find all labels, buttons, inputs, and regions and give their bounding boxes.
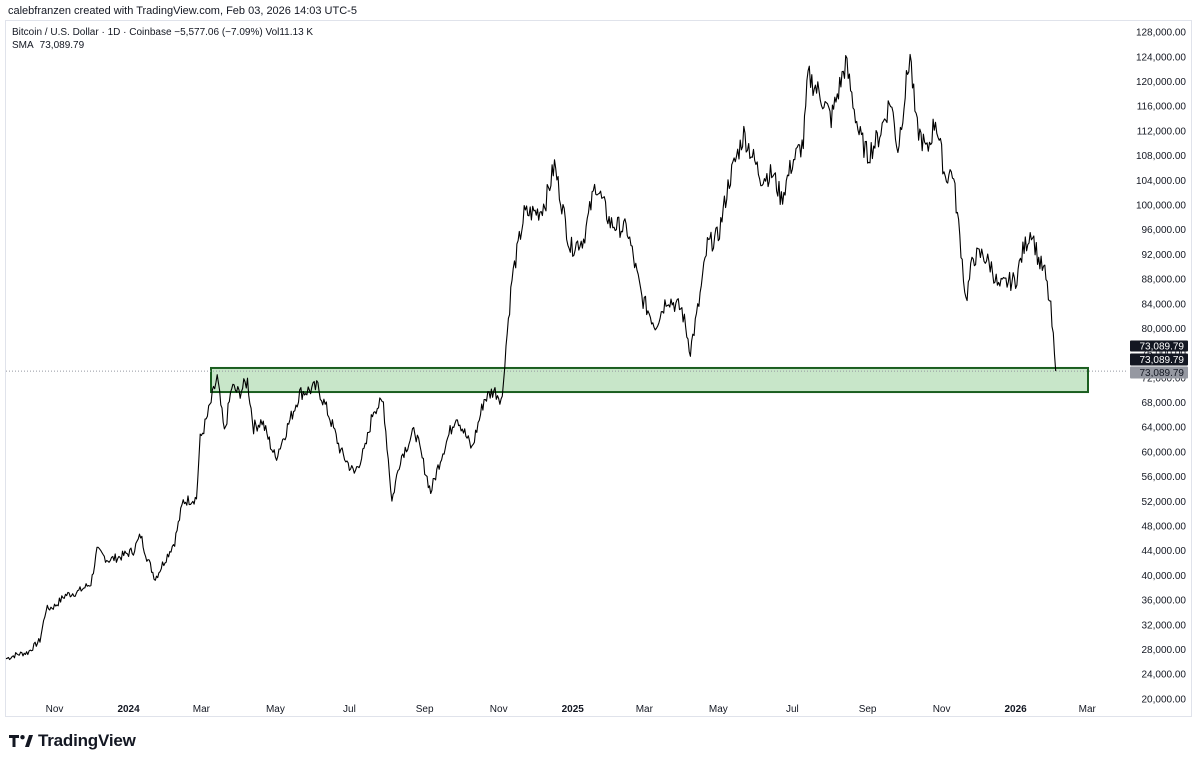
sma-legend-label: SMA [12,40,34,51]
y-tick-label: 52,000.00 [1142,497,1187,508]
y-tick-label: 120,000.00 [1136,77,1186,88]
y-tick-label: 92,000.00 [1142,250,1187,261]
y-tick-label: 112,000.00 [1137,126,1187,137]
y-tick-label: 68,000.00 [1142,398,1187,409]
x-tick-label: Jul [343,704,356,715]
x-tick-label: Nov [933,704,951,715]
current-price-label: 73,089.79 [1140,355,1185,366]
x-tick-label: Sep [859,704,877,715]
y-tick-label: 36,000.00 [1142,596,1187,607]
x-tick-label: Mar [193,704,211,715]
sma-legend[interactable]: SMA 73,089.79 [12,40,84,51]
x-tick-label: Mar [1079,704,1097,715]
y-tick-label: 48,000.00 [1142,521,1187,532]
sma-price-label: 73,089.79 [1140,368,1185,379]
y-tick-label: 84,000.00 [1142,299,1187,310]
y-tick-label: 124,000.00 [1136,52,1186,63]
price-series-line [5,53,1057,661]
tradingview-brand[interactable]: TradingView [9,731,136,751]
x-tick-label: Jul [786,704,799,715]
x-tick-label: Nov [46,704,64,715]
y-tick-label: 72,000.00 [1142,373,1187,384]
y-tick-label: 28,000.00 [1142,645,1187,656]
support-zone [210,366,1089,394]
y-tick-label: 24,000.00 [1142,670,1187,681]
x-tick-label: 2026 [1005,704,1028,715]
tradingview-logo-icon [9,735,33,747]
symbol-legend[interactable]: Bitcoin / U.S. Dollar · 1D · Coinbase −5… [12,27,314,38]
y-tick-label: 44,000.00 [1142,546,1187,557]
x-tick-label: Nov [490,704,508,715]
y-tick-label: 96,000.00 [1142,225,1187,236]
x-tick-label: May [709,704,728,715]
y-tick-label: 40,000.00 [1142,571,1187,582]
y-tick-label: 116,000.00 [1137,102,1187,113]
y-tick-label: 32,000.00 [1142,620,1187,631]
y-tick-label: 20,000.00 [1142,694,1187,705]
sma-legend-value: 73,089.79 [39,40,85,51]
x-tick-label: 2024 [117,704,140,715]
y-tick-label: 56,000.00 [1142,472,1187,483]
sma-price-label-box [1130,366,1188,379]
obscured-price-label: 73,089.79 [1140,342,1185,353]
chart-frame [5,20,1192,717]
y-tick-label: 128,000.00 [1136,28,1186,39]
x-tick-label: Sep [416,704,434,715]
obscured-price-label-box [1130,340,1188,352]
chart-attribution: calebfranzen created with TradingView.co… [8,5,357,17]
y-tick-label: 88,000.00 [1142,275,1187,286]
y-tick-label: 80,000.00 [1142,324,1187,335]
y-tick-label: 64,000.00 [1142,423,1187,434]
y-tick-label: 108,000.00 [1136,151,1186,162]
y-tick-label: 100,000.00 [1136,201,1186,212]
y-tick-label: 104,000.00 [1136,176,1186,187]
current-price-label-box [1130,353,1188,366]
y-tick-label: 60,000.00 [1142,447,1187,458]
brand-name: TradingView [38,731,136,750]
x-tick-label: 2025 [562,704,585,715]
x-tick-label: Mar [636,704,654,715]
x-tick-label: May [266,704,285,715]
